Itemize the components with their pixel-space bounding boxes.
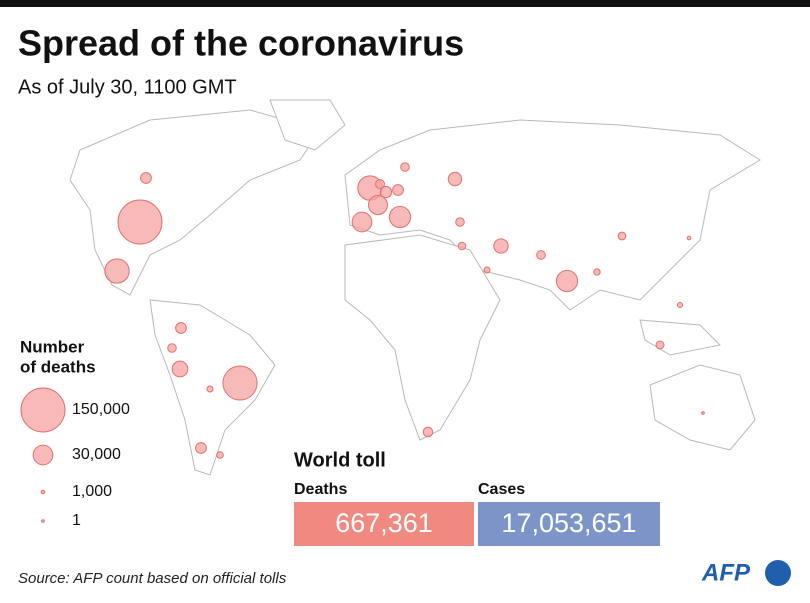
legend-label: 30,000: [72, 446, 121, 463]
death-bubble: [483, 266, 491, 274]
legend-bubble: [20, 387, 66, 433]
death-bubble: [555, 269, 579, 293]
legend-bubble: [40, 489, 46, 495]
legend: 150,000 30,000 1,000 1: [20, 387, 130, 529]
subtitle: As of July 30, 1100 GMT: [18, 76, 237, 98]
logo-circle: [765, 560, 791, 586]
death-bubble: [400, 162, 410, 172]
death-bubble: [216, 451, 224, 459]
cases-box: [478, 502, 660, 546]
death-bubble: [222, 365, 258, 401]
legend-label: 1,000: [72, 483, 112, 500]
death-bubble: [536, 250, 546, 260]
top-bar: [0, 0, 810, 7]
title: Spread of the coronavirus: [18, 23, 464, 64]
legend-bubble: [32, 444, 54, 466]
deaths-label: Deaths: [294, 481, 347, 498]
death-bubble: [493, 238, 509, 254]
death-bubble: [701, 411, 705, 415]
death-bubble: [117, 199, 163, 245]
deaths-box: [294, 502, 474, 546]
cases-value: 17,053,651: [501, 508, 636, 538]
death-bubble: [392, 184, 404, 196]
death-bubble: [593, 268, 601, 276]
death-bubble: [686, 235, 692, 241]
death-bubble: [455, 217, 465, 227]
legend-label: 150,000: [72, 401, 130, 418]
world-map: [69, 99, 761, 476]
legend-label: 1: [72, 512, 81, 529]
death-bubble: [367, 194, 389, 216]
death-bubble: [167, 343, 177, 353]
death-bubble: [140, 172, 152, 184]
legend-title: Number: [20, 337, 85, 356]
death-bubble: [447, 171, 463, 187]
legend-bubble: [41, 519, 45, 523]
death-bubble: [171, 360, 189, 378]
death-bubble: [175, 322, 187, 334]
death-bubble: [655, 340, 665, 350]
death-bubble: [422, 426, 434, 438]
death-bubble: [104, 258, 130, 284]
death-bubble: [388, 205, 412, 229]
source: Source: AFP count based on official toll…: [18, 570, 287, 587]
death-bubble: [457, 241, 467, 251]
death-bubble: [206, 385, 214, 393]
death-bubble: [195, 442, 207, 454]
death-bubble: [676, 301, 684, 309]
toll-title: World toll: [294, 449, 386, 471]
death-bubble: [617, 231, 627, 241]
death-bubble: [375, 179, 385, 189]
deaths-value: 667,361: [335, 508, 433, 538]
death-bubble: [351, 211, 373, 233]
bubble-layer: [104, 162, 705, 459]
death-bubble: [379, 185, 393, 199]
cases-label: Cases: [478, 481, 525, 498]
legend-title: of deaths: [20, 357, 96, 376]
logo-text: AFP: [701, 559, 751, 586]
